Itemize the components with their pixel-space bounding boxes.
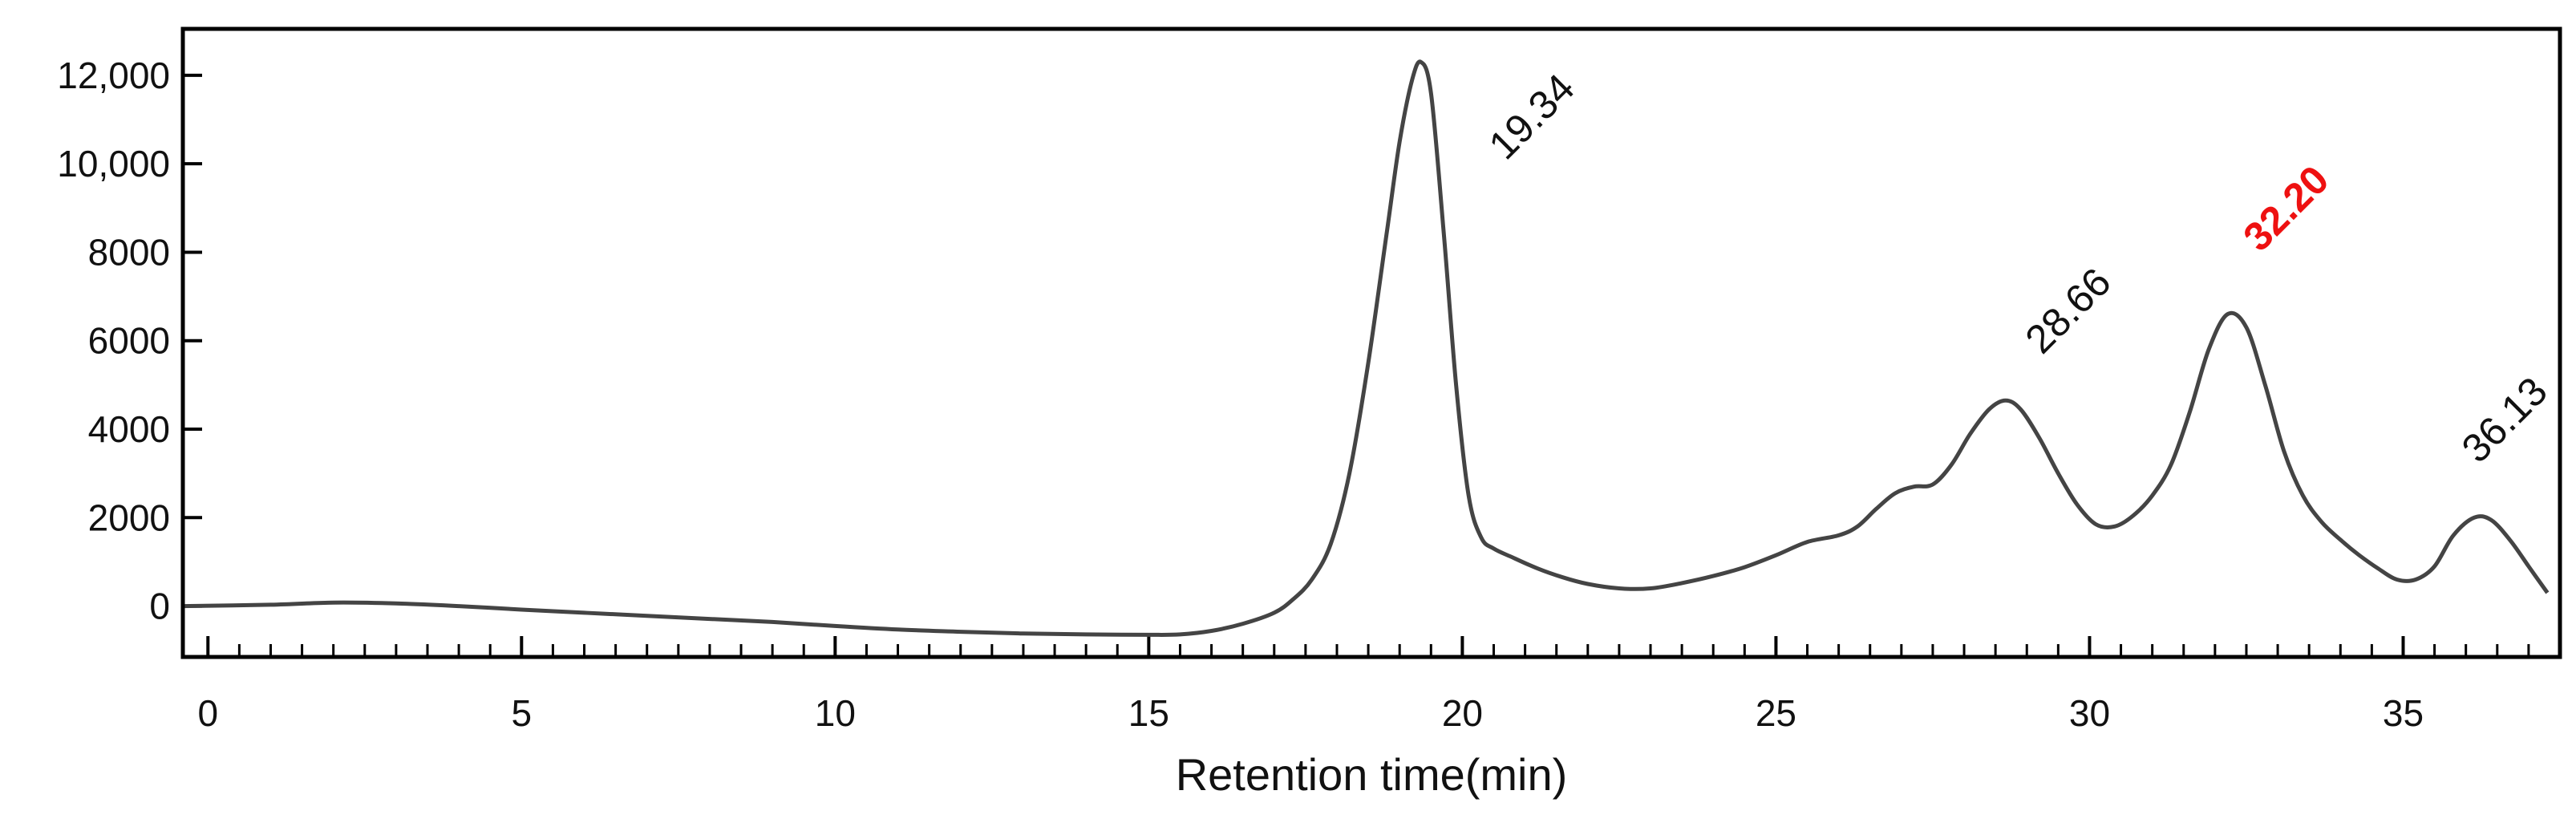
y-tick-label: 12,000 [57, 55, 170, 96]
plot-frame [180, 26, 2562, 659]
chromatogram-line [182, 59, 2550, 637]
x-tick-label: 0 [197, 692, 218, 734]
x-axis-ticks: 0 5 10 15 20 25 30 35 [197, 636, 2562, 734]
y-tick-label: 10,000 [57, 143, 170, 184]
y-tick-label: 4000 [88, 408, 170, 450]
x-tick-label: 25 [1756, 692, 1796, 734]
x-tick-label: 10 [815, 692, 856, 734]
y-tick-label: 8000 [88, 231, 170, 273]
y-tick-label: 0 [149, 586, 170, 627]
x-tick-label: 20 [1442, 692, 1483, 734]
y-tick-label: 6000 [88, 320, 170, 362]
series-layer [182, 59, 2550, 637]
y-axis-ticks: 0 2000 4000 6000 8000 10,000 12,000 [57, 55, 202, 627]
y-tick-label: 2000 [88, 497, 170, 538]
x-tick-label: 35 [2383, 692, 2424, 734]
x-axis-title: Retention time(min) [1176, 749, 1568, 800]
x-tick-label: 30 [2069, 692, 2110, 734]
x-tick-label: 15 [1128, 692, 1169, 734]
x-tick-label: 5 [512, 692, 533, 734]
